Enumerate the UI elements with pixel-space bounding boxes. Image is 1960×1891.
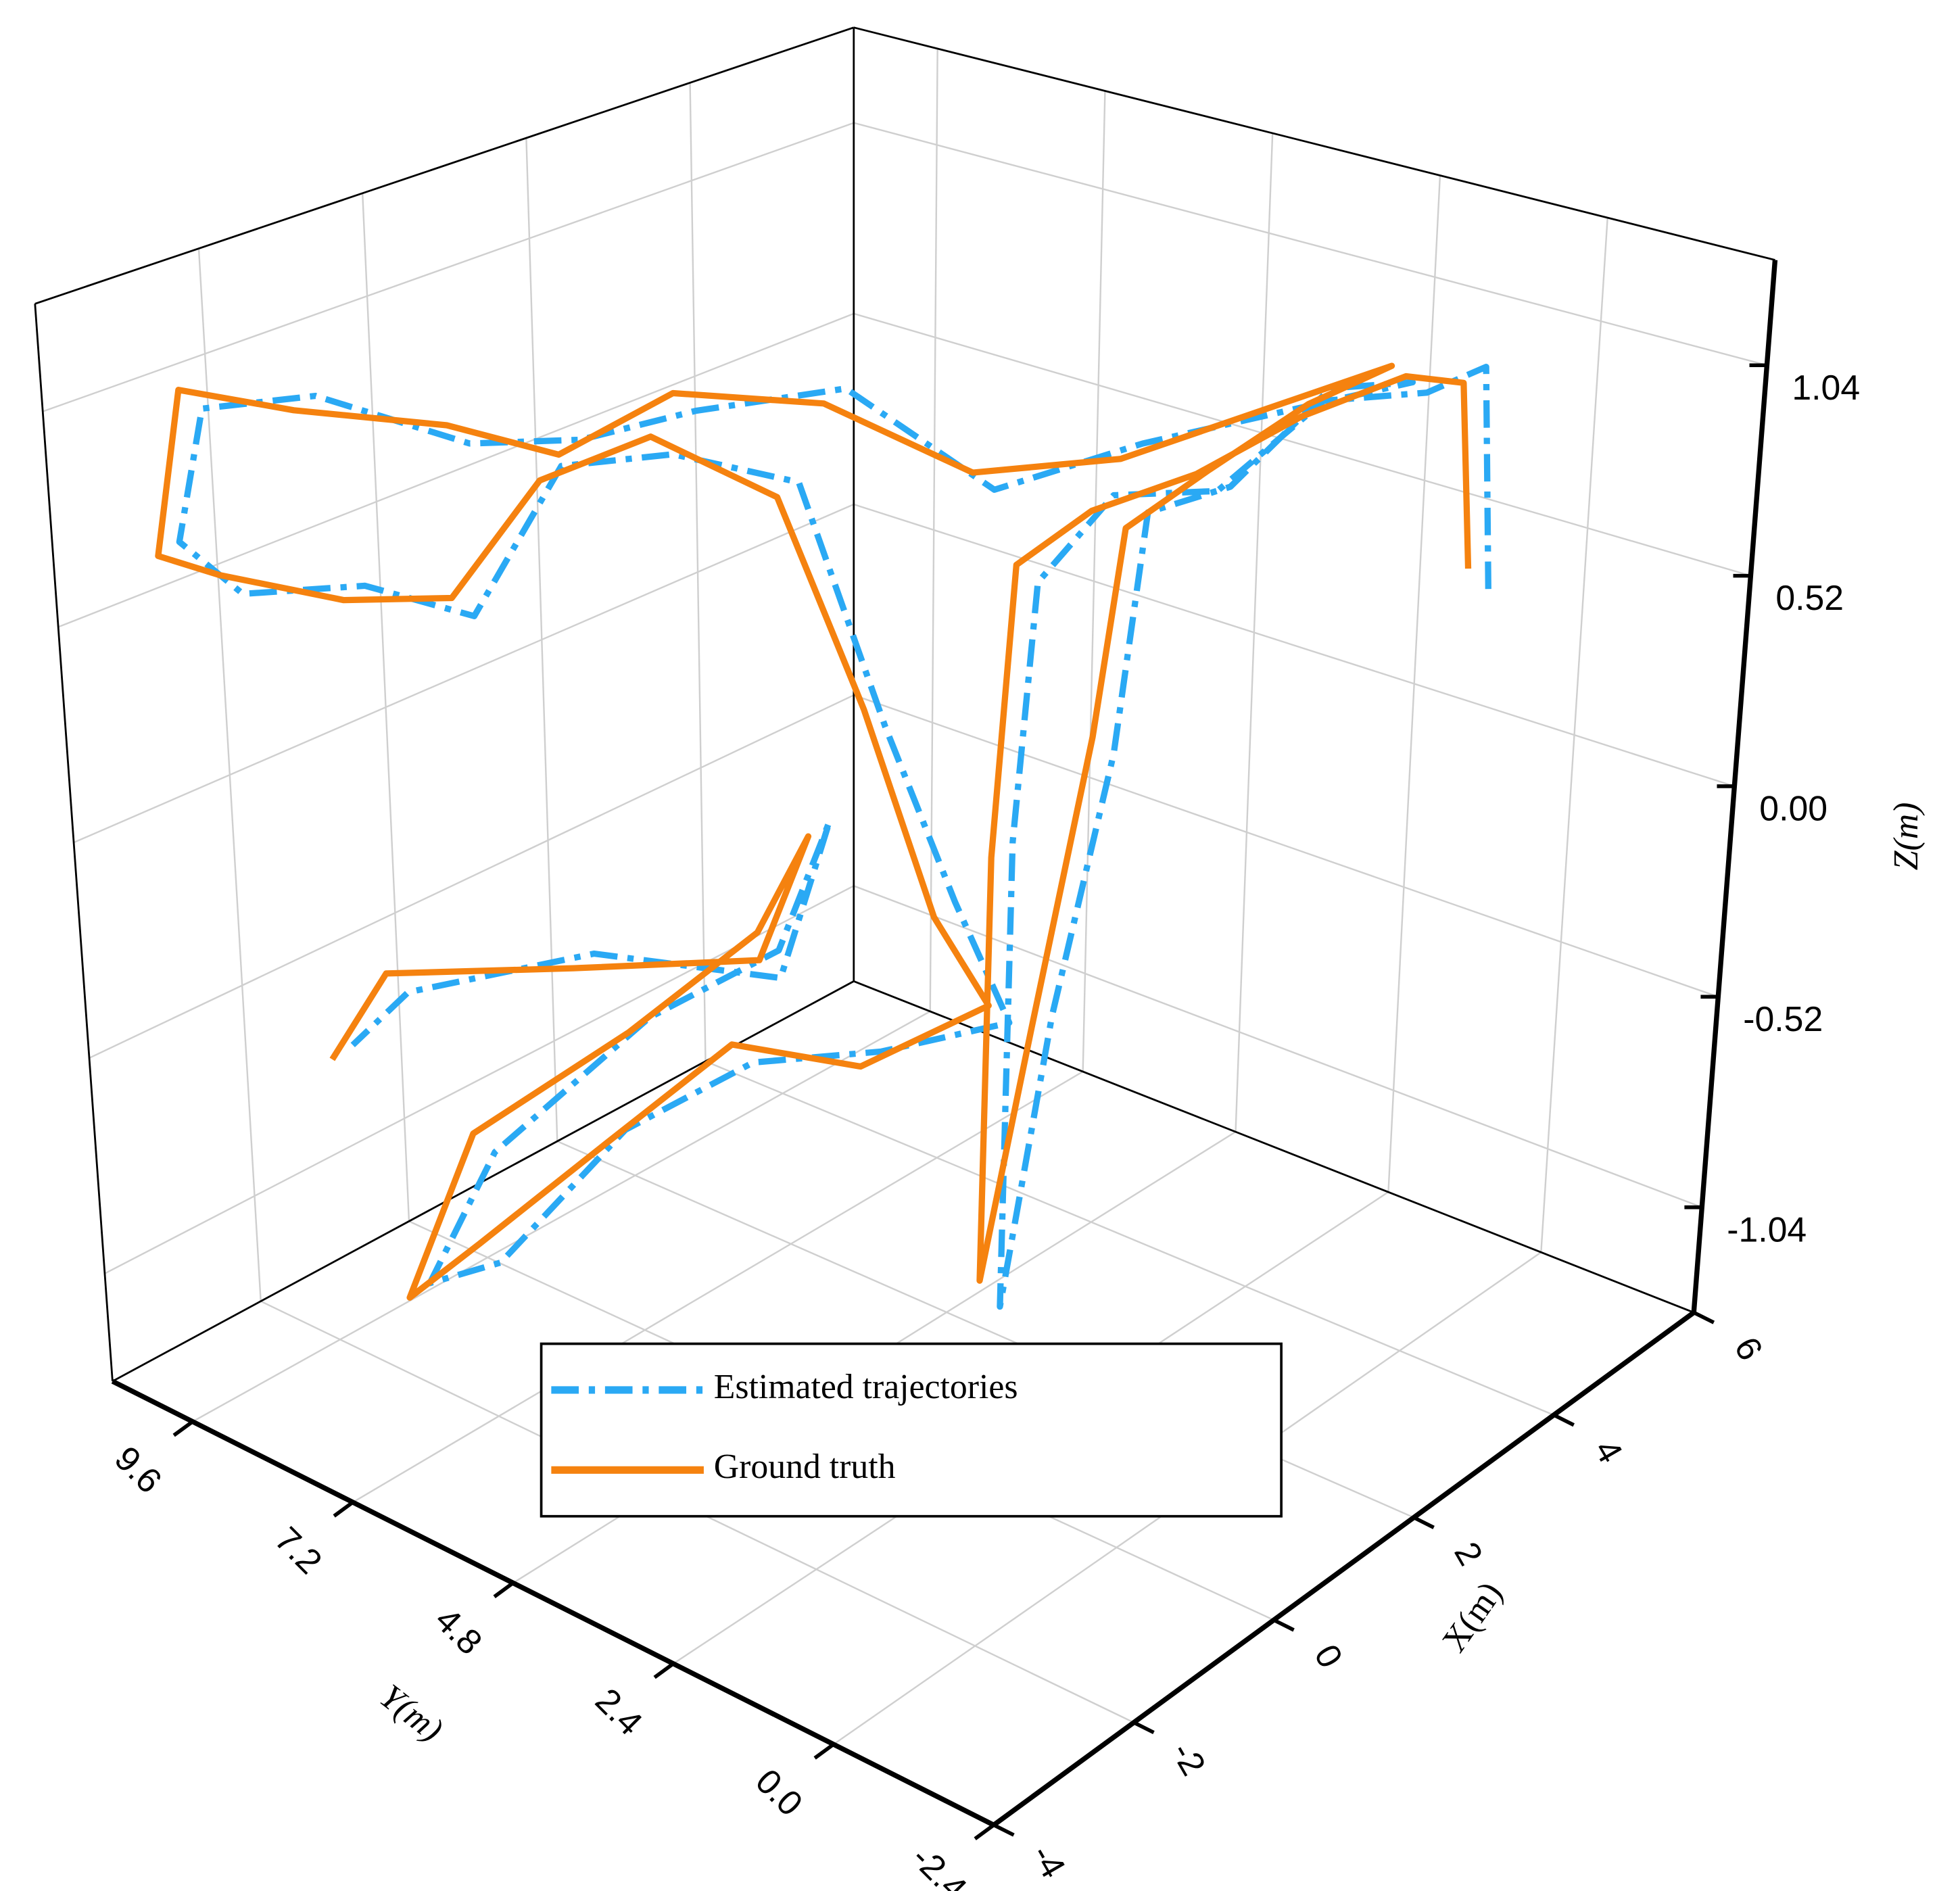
z-axis-title: Z(m) <box>1887 803 1926 871</box>
x-tick <box>1693 1310 1715 1324</box>
x-tick <box>1412 1516 1435 1529</box>
box-edge <box>853 980 1694 1314</box>
legend-label: Ground truth <box>714 1447 896 1486</box>
box-edge <box>34 304 114 1382</box>
grid-line <box>73 503 855 844</box>
plot-area: -4-20246-2.40.02.44.87.29.6-1.04-0.520.0… <box>34 26 1926 1891</box>
z-tick-label: -1.04 <box>1727 1210 1807 1249</box>
legend-box <box>540 1342 1283 1518</box>
legend-label: Estimated trajectories <box>714 1368 1018 1406</box>
grid-line <box>853 503 1735 788</box>
y-axis <box>111 1379 995 1827</box>
y-tick <box>974 1823 995 1840</box>
grid-line <box>853 122 1767 366</box>
grid-line <box>352 1070 1084 1504</box>
z-tick-label: 0.00 <box>1759 789 1827 828</box>
y-tick <box>813 1742 835 1760</box>
x-tick <box>1132 1721 1155 1735</box>
grid-line <box>705 1060 1554 1416</box>
z-tick-label: -0.52 <box>1743 999 1823 1038</box>
grid-line <box>104 885 855 1274</box>
grid-line <box>42 122 855 412</box>
x-tick <box>1272 1618 1295 1632</box>
grid-line <box>853 885 1702 1208</box>
grid-line <box>57 312 855 628</box>
x-tick <box>1552 1413 1575 1427</box>
grid-line <box>89 694 855 1059</box>
grid-line <box>192 1010 931 1422</box>
grid-line <box>853 312 1751 577</box>
box-edge <box>853 26 1775 261</box>
y-tick <box>653 1662 675 1679</box>
x-tick <box>993 1823 1015 1837</box>
z-tick-label: 0.52 <box>1775 578 1844 617</box>
box-edge <box>34 26 855 305</box>
z-tick-label: 1.04 <box>1792 368 1860 407</box>
trajectory-line <box>176 364 1491 1310</box>
y-tick <box>172 1420 194 1437</box>
y-tick <box>333 1500 354 1518</box>
trajectory-line <box>155 362 1472 1301</box>
x-axis <box>992 1310 1696 1827</box>
y-tick <box>493 1581 515 1598</box>
